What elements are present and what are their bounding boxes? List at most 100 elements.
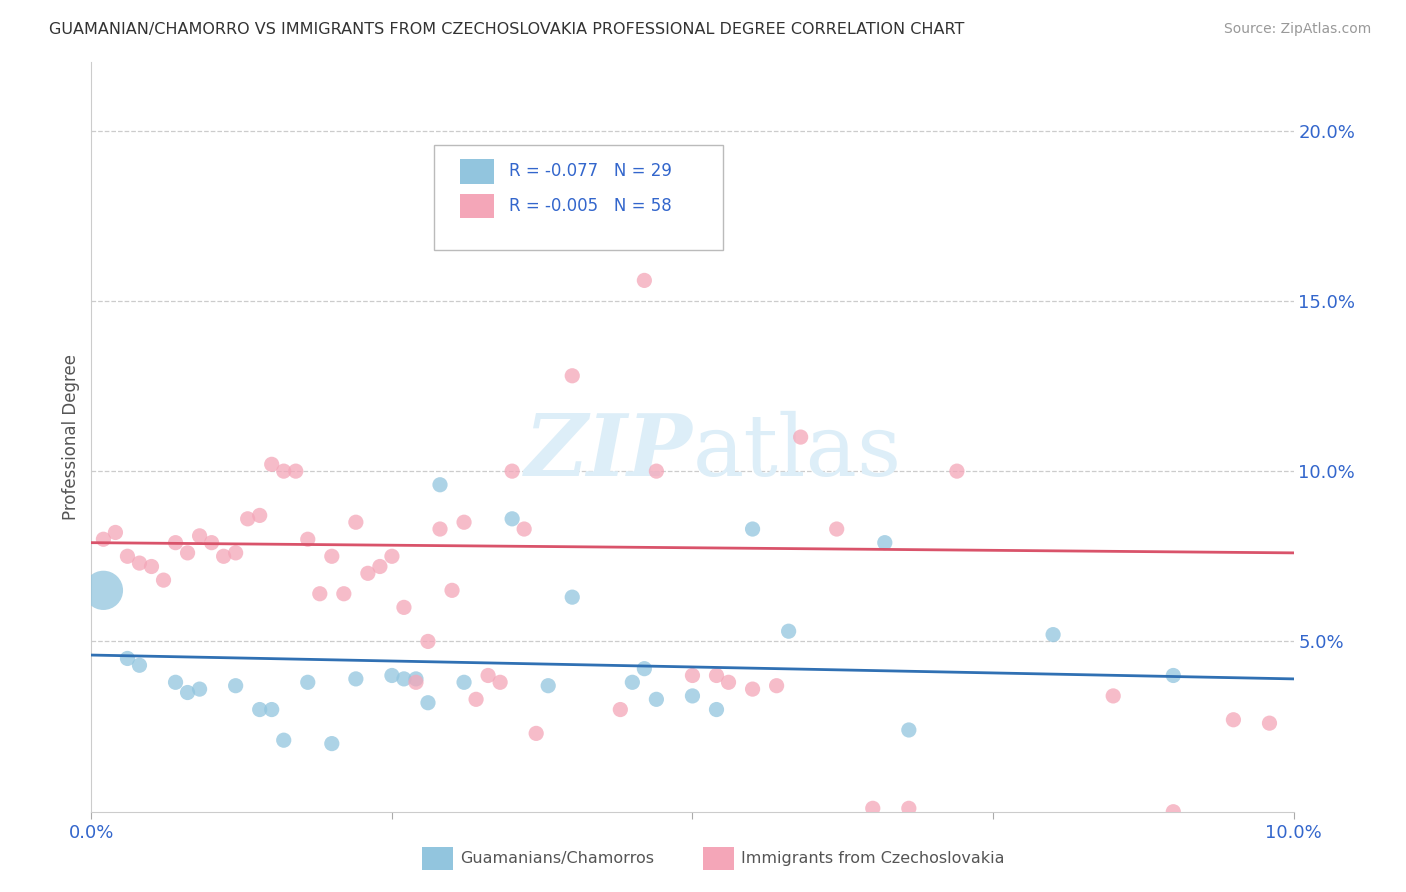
Point: [897, 801, 920, 815]
Point: [681, 668, 703, 682]
Point: [344, 672, 367, 686]
Point: [489, 675, 512, 690]
Point: [308, 587, 330, 601]
Point: [561, 590, 583, 604]
Point: [405, 675, 427, 690]
Point: [368, 559, 391, 574]
Point: [128, 556, 150, 570]
Point: [513, 522, 536, 536]
Point: [381, 549, 404, 564]
Text: atlas: atlas: [692, 410, 901, 493]
Point: [405, 672, 427, 686]
Point: [598, 226, 620, 240]
Point: [873, 535, 896, 549]
Point: [765, 679, 787, 693]
Point: [1161, 668, 1184, 682]
Point: [429, 522, 451, 536]
Point: [225, 546, 247, 560]
Point: [249, 702, 271, 716]
Text: R = -0.005   N = 58: R = -0.005 N = 58: [509, 197, 671, 215]
Point: [1042, 627, 1064, 641]
Point: [561, 368, 583, 383]
Point: [284, 464, 307, 478]
Point: [381, 668, 404, 682]
Point: [429, 477, 451, 491]
Point: [609, 702, 631, 716]
Point: [789, 430, 811, 444]
Point: [453, 675, 475, 690]
Point: [946, 464, 969, 478]
Point: [93, 583, 115, 598]
Point: [633, 273, 655, 287]
Point: [128, 658, 150, 673]
Point: [1222, 713, 1244, 727]
Point: [862, 801, 884, 815]
Point: [706, 702, 728, 716]
Point: [825, 522, 848, 536]
Point: [260, 458, 283, 472]
Point: [188, 529, 211, 543]
Text: R = -0.077   N = 29: R = -0.077 N = 29: [509, 162, 672, 180]
Text: GUAMANIAN/CHAMORRO VS IMMIGRANTS FROM CZECHOSLOVAKIA PROFESSIONAL DEGREE CORRELA: GUAMANIAN/CHAMORRO VS IMMIGRANTS FROM CZ…: [49, 22, 965, 37]
Point: [141, 559, 163, 574]
Point: [524, 726, 547, 740]
Point: [188, 682, 211, 697]
Point: [297, 675, 319, 690]
Point: [453, 515, 475, 529]
Point: [392, 600, 415, 615]
Point: [201, 535, 224, 549]
Point: [93, 533, 115, 547]
Point: [392, 672, 415, 686]
Point: [645, 464, 668, 478]
Point: [440, 583, 463, 598]
Point: [1161, 805, 1184, 819]
FancyBboxPatch shape: [460, 159, 494, 184]
Point: [104, 525, 127, 540]
Point: [416, 634, 439, 648]
Point: [321, 737, 343, 751]
Point: [165, 535, 187, 549]
Point: [717, 675, 740, 690]
Point: [1102, 689, 1125, 703]
Point: [1258, 716, 1281, 731]
Text: Source: ZipAtlas.com: Source: ZipAtlas.com: [1223, 22, 1371, 37]
Point: [236, 512, 259, 526]
Text: Guamanians/Chamorros: Guamanians/Chamorros: [460, 851, 654, 865]
Point: [465, 692, 488, 706]
FancyBboxPatch shape: [460, 194, 494, 219]
Point: [344, 515, 367, 529]
Point: [249, 508, 271, 523]
Point: [621, 675, 644, 690]
Point: [706, 668, 728, 682]
Point: [897, 723, 920, 737]
Point: [778, 624, 800, 639]
Point: [117, 651, 139, 665]
Point: [645, 692, 668, 706]
Point: [357, 566, 380, 581]
Point: [501, 464, 523, 478]
Point: [152, 573, 174, 587]
Point: [273, 464, 295, 478]
Point: [176, 546, 198, 560]
Point: [165, 675, 187, 690]
Point: [297, 533, 319, 547]
Text: Immigrants from Czechoslovakia: Immigrants from Czechoslovakia: [741, 851, 1004, 865]
Point: [741, 682, 763, 697]
Point: [537, 679, 560, 693]
Y-axis label: Professional Degree: Professional Degree: [62, 354, 80, 520]
Point: [633, 662, 655, 676]
Point: [681, 689, 703, 703]
Point: [176, 685, 198, 699]
FancyBboxPatch shape: [434, 145, 723, 250]
Point: [416, 696, 439, 710]
Point: [225, 679, 247, 693]
Point: [333, 587, 356, 601]
Point: [212, 549, 235, 564]
Point: [741, 522, 763, 536]
Point: [501, 512, 523, 526]
Point: [477, 668, 499, 682]
Point: [321, 549, 343, 564]
Point: [273, 733, 295, 747]
Point: [260, 702, 283, 716]
Point: [117, 549, 139, 564]
